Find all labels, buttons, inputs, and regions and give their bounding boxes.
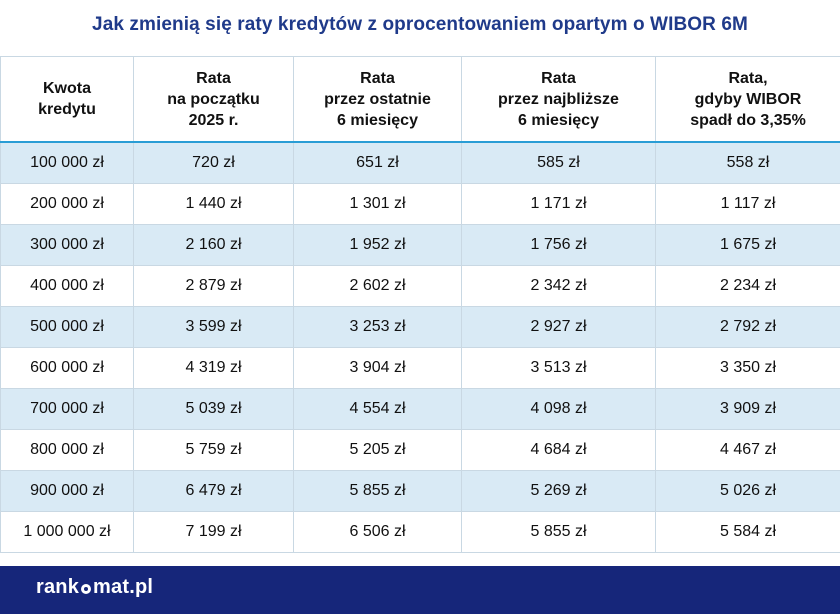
table-cell: 1 000 000 zł <box>0 511 134 553</box>
table-cell: 1 756 zł <box>461 224 656 266</box>
column-header-rate-last-6m: Rata przez ostatnie 6 miesięcy <box>293 56 462 143</box>
table-cell: 3 513 zł <box>461 347 656 389</box>
table-row: 100 000 zł 720 zł 651 zł 585 zł 558 zł <box>0 141 840 184</box>
table-cell: 300 000 zł <box>0 224 134 266</box>
rate-table: Kwota kredytu Rata na początku 2025 r. R… <box>0 56 840 553</box>
table-cell: 7 199 zł <box>133 511 294 553</box>
table-header-row: Kwota kredytu Rata na początku 2025 r. R… <box>0 56 840 143</box>
column-header-amount: Kwota kredytu <box>0 56 134 143</box>
table-cell: 1 301 zł <box>293 183 462 225</box>
table-cell: 1 440 zł <box>133 183 294 225</box>
table-cell: 5 584 zł <box>655 511 840 553</box>
table-cell: 6 479 zł <box>133 470 294 512</box>
table-cell: 651 zł <box>293 141 462 184</box>
table-cell: 5 855 zł <box>461 511 656 553</box>
column-header-rate-start-2025: Rata na początku 2025 r. <box>133 56 294 143</box>
column-header-rate-next-6m: Rata przez najbliższe 6 miesięcy <box>461 56 656 143</box>
table-cell: 4 098 zł <box>461 388 656 430</box>
table-cell: 2 602 zł <box>293 265 462 307</box>
logo-text-start: rank <box>36 576 80 598</box>
table-cell: 5 269 zł <box>461 470 656 512</box>
table-cell: 200 000 zł <box>0 183 134 225</box>
table-row: 200 000 zł 1 440 zł 1 301 zł 1 171 zł 1 … <box>0 183 840 225</box>
table-row: 1 000 000 zł 7 199 zł 6 506 zł 5 855 zł … <box>0 511 840 553</box>
page-title: Jak zmienią się raty kredytów z oprocent… <box>92 14 748 35</box>
logo-text-end: mat.pl <box>93 576 154 598</box>
table-cell: 5 855 zł <box>293 470 462 512</box>
table-cell: 585 zł <box>461 141 656 184</box>
table-cell: 2 792 zł <box>655 306 840 348</box>
table-row: 800 000 zł 5 759 zł 5 205 zł 4 684 zł 4 … <box>0 429 840 471</box>
table-cell: 4 684 zł <box>461 429 656 471</box>
table-cell: 6 506 zł <box>293 511 462 553</box>
table-cell: 3 350 zł <box>655 347 840 389</box>
asterisk-dot-icon <box>81 583 92 594</box>
table-cell: 4 319 zł <box>133 347 294 389</box>
table-row: 600 000 zł 4 319 zł 3 904 zł 3 513 zł 3 … <box>0 347 840 389</box>
table-row: 700 000 zł 5 039 zł 4 554 zł 4 098 zł 3 … <box>0 388 840 430</box>
table-cell: 2 234 zł <box>655 265 840 307</box>
table-row: 400 000 zł 2 879 zł 2 602 zł 2 342 zł 2 … <box>0 265 840 307</box>
table-row: 900 000 zł 6 479 zł 5 855 zł 5 269 zł 5 … <box>0 470 840 512</box>
table-row: 500 000 zł 3 599 zł 3 253 zł 2 927 zł 2 … <box>0 306 840 348</box>
table-cell: 900 000 zł <box>0 470 134 512</box>
table-cell: 1 675 zł <box>655 224 840 266</box>
table-cell: 400 000 zł <box>0 265 134 307</box>
table-cell: 500 000 zł <box>0 306 134 348</box>
table-cell: 558 zł <box>655 141 840 184</box>
table-row: 300 000 zł 2 160 zł 1 952 zł 1 756 zł 1 … <box>0 224 840 266</box>
table-cell: 3 909 zł <box>655 388 840 430</box>
rankomat-logo: rank mat.pl <box>36 576 153 599</box>
table-cell: 3 904 zł <box>293 347 462 389</box>
table-cell: 4 554 zł <box>293 388 462 430</box>
table-cell: 700 000 zł <box>0 388 134 430</box>
table-cell: 1 171 zł <box>461 183 656 225</box>
table-cell: 800 000 zł <box>0 429 134 471</box>
table-cell: 1 117 zł <box>655 183 840 225</box>
table-cell: 2 160 zł <box>133 224 294 266</box>
table-cell: 3 253 zł <box>293 306 462 348</box>
table-cell: 2 879 zł <box>133 265 294 307</box>
footer-bar: rank mat.pl <box>0 566 840 614</box>
table-cell: 4 467 zł <box>655 429 840 471</box>
table-cell: 3 599 zł <box>133 306 294 348</box>
table-cell: 2 342 zł <box>461 265 656 307</box>
table-cell: 100 000 zł <box>0 141 134 184</box>
table-cell: 720 zł <box>133 141 294 184</box>
table-cell: 5 759 zł <box>133 429 294 471</box>
table-cell: 2 927 zł <box>461 306 656 348</box>
column-header-rate-wibor-335: Rata, gdyby WIBOR spadł do 3,35% <box>655 56 840 143</box>
table-cell: 5 039 zł <box>133 388 294 430</box>
table-cell: 5 026 zł <box>655 470 840 512</box>
table-cell: 600 000 zł <box>0 347 134 389</box>
table-cell: 5 205 zł <box>293 429 462 471</box>
table-cell: 1 952 zł <box>293 224 462 266</box>
